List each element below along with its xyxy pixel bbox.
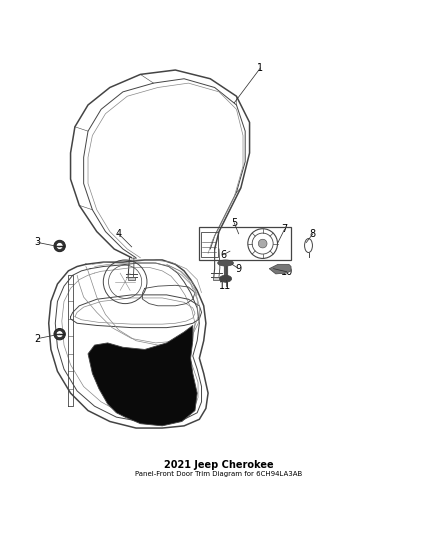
Ellipse shape	[219, 275, 232, 282]
Text: Panel-Front Door Trim Diagram for 6CH94LA3AB: Panel-Front Door Trim Diagram for 6CH94L…	[135, 471, 303, 477]
Text: 1: 1	[258, 63, 264, 73]
Text: 2021 Jeep Cherokee: 2021 Jeep Cherokee	[164, 460, 274, 470]
Ellipse shape	[218, 260, 233, 266]
Text: 10: 10	[281, 266, 293, 277]
Text: 2: 2	[35, 334, 41, 344]
Circle shape	[54, 240, 65, 252]
FancyBboxPatch shape	[213, 277, 220, 280]
Text: 7: 7	[281, 224, 288, 235]
Polygon shape	[88, 326, 197, 426]
Circle shape	[56, 330, 63, 338]
Text: 6: 6	[220, 250, 226, 260]
Text: 3: 3	[35, 238, 41, 247]
Text: 9: 9	[236, 264, 242, 273]
Circle shape	[258, 239, 267, 248]
FancyBboxPatch shape	[128, 277, 135, 280]
Bar	[199, 227, 291, 260]
Text: 8: 8	[310, 229, 316, 239]
Polygon shape	[269, 264, 291, 274]
Text: 4: 4	[116, 229, 122, 239]
Text: 5: 5	[231, 218, 237, 228]
Circle shape	[56, 243, 63, 249]
Text: 11: 11	[219, 281, 232, 291]
Circle shape	[54, 328, 65, 340]
